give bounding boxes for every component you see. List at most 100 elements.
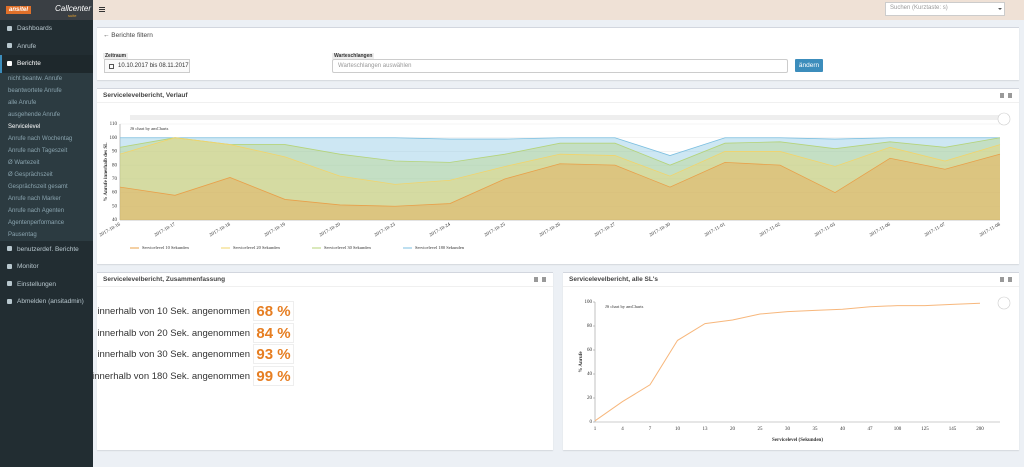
y-tick-label: 40 [587, 372, 593, 377]
x-tick-label: 20 [730, 427, 736, 432]
summary-label: innerhalb von 20 Sek. angenommen [97, 327, 250, 339]
logo-suffix: suite [68, 13, 77, 18]
x-tick-label: 2017-11-01 [704, 222, 727, 238]
x-tick-label: 145 [949, 427, 957, 432]
submenu-item[interactable]: alle Anrufe [8, 99, 37, 106]
submenu-item[interactable]: Anrufe nach Marker [8, 195, 61, 202]
submenu-item[interactable]: Anrufe nach Agenten [8, 207, 65, 214]
nav-icon [7, 246, 12, 252]
submit-button[interactable]: ändern [795, 59, 823, 72]
panel-title: Servicelevelbericht, Zusammenfassung [103, 276, 226, 283]
submenu-item[interactable]: nicht beantw. Anrufe [8, 75, 63, 82]
summary-value: 93 % [253, 344, 294, 364]
watermark: JS chart by amCharts [605, 304, 644, 309]
menu-toggle[interactable] [93, 0, 113, 20]
summary-row: innerhalb von 20 Sek. angenommen 84 % [97, 322, 297, 344]
submenu-item[interactable]: Servicelevel [8, 123, 41, 130]
y-axis-title: % Anrufe [579, 351, 584, 373]
legend-label: Servicelevel 30 Sekunden [324, 245, 371, 250]
period-value: 10.10.2017 bis 08.11.2017 [118, 63, 189, 69]
y-tick-label: 60 [112, 191, 118, 196]
nav-item[interactable]: Einstellungen [0, 276, 93, 294]
x-tick-label: 47 [868, 427, 874, 432]
x-tick-label: 2017-10-25 [484, 222, 507, 238]
x-tick-label: 2017-10-27 [594, 222, 617, 238]
nav-item[interactable]: Berichte [0, 55, 93, 73]
submenu-item[interactable]: Anrufe nach Tageszeit [8, 147, 68, 154]
area [120, 137, 1000, 220]
nav-label: Dashboards [17, 25, 53, 32]
y-tick-label: 40 [112, 218, 118, 223]
topbar: Suchen (Kurztaste: s) [93, 0, 1024, 20]
area [120, 137, 1000, 220]
summary-row: innerhalb von 30 Sek. angenommen 93 % [97, 344, 297, 365]
export-icon[interactable] [1008, 277, 1012, 282]
nav-item[interactable]: Abmelden (ansitadmin) [0, 293, 93, 311]
logo-brand: ansitel [6, 6, 32, 14]
nav-item[interactable]: benutzerdef. Berichte [0, 241, 93, 259]
export-button[interactable] [997, 296, 1011, 310]
filter-title[interactable]: ← Berichte filtern [103, 32, 153, 39]
nav-label: Abmelden (ansitadmin) [17, 298, 84, 305]
y-tick-label: 60 [587, 348, 593, 353]
nav-item[interactable]: Anrufe [0, 38, 93, 56]
y-tick-label: 0 [590, 420, 593, 425]
x-tick-label: 1 [594, 427, 597, 432]
alle-panel: Servicelevelbericht, alle SL's [563, 272, 1019, 450]
export-button[interactable] [997, 112, 1011, 126]
period-picker[interactable]: 10.10.2017 bis 08.11.2017 [104, 59, 190, 73]
submenu-item[interactable]: Agentenperformance [8, 219, 65, 226]
x-tick-label: 2017-11-06 [869, 222, 892, 238]
submenu-item[interactable]: ausgehende Anrufe [8, 111, 61, 118]
y-tick-label: 100 [585, 300, 593, 305]
nav-item[interactable]: Monitor [0, 258, 93, 276]
x-tick-label: 4 [621, 427, 624, 432]
x-tick-label: 2017-10-30 [649, 222, 672, 238]
line [594, 302, 981, 422]
area [120, 137, 1000, 220]
x-tick-label: 25 [758, 427, 764, 432]
x-tick-label: 2017-10-17 [154, 222, 177, 238]
submenu-item[interactable]: Pausentag [8, 231, 37, 238]
summary-row: innerhalb von 10 Sek. angenommen 68 % [97, 301, 297, 322]
nav-label: Monitor [17, 263, 39, 270]
nav: Dashboards Anrufe Berichte nicht beantw. An… [0, 20, 93, 311]
x-tick-label: 2017-11-07 [924, 222, 947, 238]
x-tick-label: 2017-10-19 [264, 222, 287, 238]
submenu-item[interactable]: Ø Gesprächszeit [8, 171, 53, 178]
y-tick-label: 70 [112, 177, 118, 182]
x-tick-label: 13 [703, 427, 709, 432]
export-icon[interactable] [542, 277, 546, 282]
x-tick-label: 2017-10-16 [99, 222, 122, 238]
x-tick-label: 2017-10-26 [539, 222, 562, 238]
submenu: nicht beantw. Anrufe beantwortete Anrufe a… [0, 72, 93, 241]
export-icon[interactable] [1008, 93, 1012, 98]
watermark: JS chart by amCharts [130, 126, 169, 131]
submenu-item[interactable]: Anrufe nach Wochentag [8, 135, 73, 142]
scrollbar[interactable] [130, 115, 1005, 120]
nav-icon [7, 43, 12, 49]
y-tick-label: 80 [587, 324, 593, 329]
submenu-item[interactable]: beantwortete Anrufe [8, 87, 62, 94]
print-icon[interactable] [534, 277, 538, 282]
x-tick-label: 2017-11-03 [814, 222, 837, 238]
summary-label: innerhalb von 30 Sek. angenommen [97, 349, 250, 360]
print-icon[interactable] [1000, 93, 1004, 98]
submenu-item[interactable]: Ø Wartezeit [8, 159, 40, 166]
x-tick-label: 2017-11-02 [759, 222, 782, 238]
submenu-item[interactable]: Gesprächszeit gesamt [8, 183, 68, 190]
summary-label: innerhalb von 180 Sek. angenommen [92, 370, 250, 382]
legend-label: Servicelevel 10 Sekunden [142, 245, 189, 250]
x-tick-label: 2017-11-08 [979, 222, 1002, 238]
y-tick-label: 80 [112, 163, 118, 168]
x-tick-label: 2017-10-20 [319, 222, 342, 238]
x-tick-label: 30 [785, 427, 791, 432]
queues-input[interactable]: Warteschlangen auswählen [332, 59, 788, 73]
y-tick-label: 90 [112, 150, 118, 155]
print-icon[interactable] [1000, 277, 1004, 282]
panel-title: Servicelevelbericht, alle SL's [569, 276, 658, 283]
search-input[interactable]: Suchen (Kurztaste: s) [885, 2, 1005, 16]
nav-item[interactable]: Dashboards [0, 20, 93, 38]
